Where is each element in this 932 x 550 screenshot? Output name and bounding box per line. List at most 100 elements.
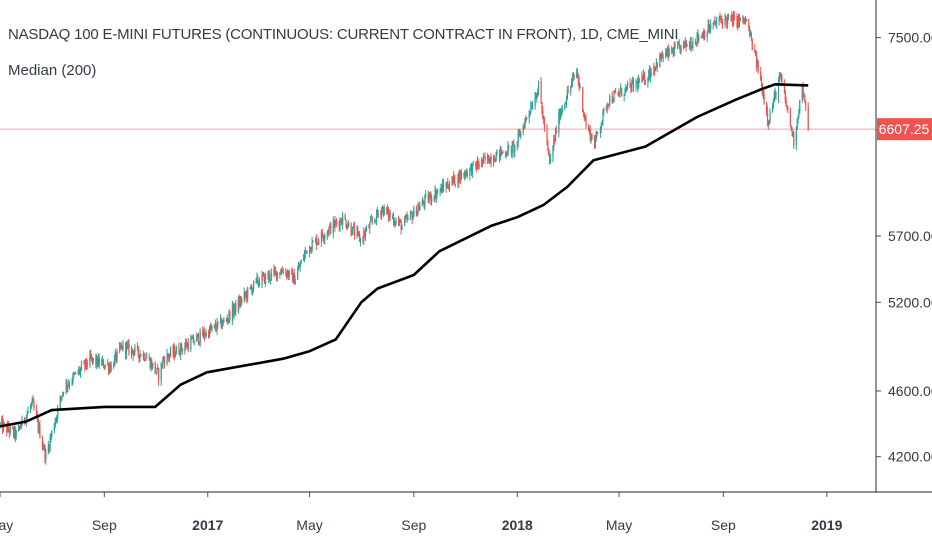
candle-body <box>104 364 106 368</box>
candle-body <box>554 139 556 141</box>
candle-body <box>594 139 597 148</box>
candle-body <box>424 195 426 206</box>
candle-body <box>362 238 364 241</box>
candle-body <box>50 436 52 438</box>
candle-body <box>276 272 279 279</box>
candle-body <box>709 29 711 31</box>
candle-body <box>714 20 716 24</box>
candle-body <box>720 18 722 20</box>
candle-body <box>787 107 789 110</box>
candle-body <box>749 33 752 36</box>
candle-body <box>83 361 85 364</box>
x-tick-label: 2018 <box>502 517 533 533</box>
candle-body <box>626 86 628 88</box>
candle-body <box>582 86 584 112</box>
candle-body <box>465 172 468 177</box>
candle-body <box>175 346 178 354</box>
candle-body <box>454 175 456 185</box>
candle-body <box>152 362 154 369</box>
candle-body <box>612 101 614 103</box>
candle-body <box>311 241 313 250</box>
x-tick-label: Sep <box>92 517 117 533</box>
candle-body <box>95 358 97 365</box>
candle-body <box>119 345 121 351</box>
candle-body <box>150 361 152 369</box>
candle-body <box>573 75 575 77</box>
candle-body <box>256 276 258 279</box>
candle-body <box>537 81 540 91</box>
candle-body <box>439 190 441 192</box>
candle-body <box>351 233 353 235</box>
candle-body <box>30 403 33 407</box>
candle-body <box>186 343 189 348</box>
candle-body <box>719 16 721 19</box>
candle-body <box>529 112 531 114</box>
candle-body <box>204 335 206 337</box>
candle-body <box>255 278 257 281</box>
candle-body <box>404 217 406 226</box>
candle-body <box>191 338 193 340</box>
candle-body <box>326 231 329 236</box>
candle-body <box>671 51 674 53</box>
candle-body <box>357 230 359 232</box>
candle-body <box>423 203 425 206</box>
candle-body <box>477 161 479 166</box>
candle-body <box>522 126 524 132</box>
candle-body <box>696 33 698 44</box>
candle-body <box>395 220 397 224</box>
candle-body <box>314 238 317 242</box>
candle-body <box>751 39 753 50</box>
candle-body <box>90 354 92 359</box>
candle-body <box>481 159 483 167</box>
candle-body <box>19 425 21 427</box>
candle-body <box>119 345 122 348</box>
candle-body <box>27 410 29 414</box>
candle-body <box>232 305 234 315</box>
y-tick-label: 7500.00 <box>888 30 932 46</box>
candle-body <box>716 21 718 24</box>
candle-body <box>222 320 224 325</box>
candle-body <box>472 162 474 164</box>
candle-body <box>162 359 164 367</box>
candle-body <box>732 15 734 26</box>
candle-body <box>510 146 513 154</box>
candle-body <box>683 41 686 45</box>
candle-body <box>743 16 745 21</box>
candle-body <box>320 231 323 242</box>
candle-body <box>476 164 478 169</box>
candle-body <box>683 41 685 45</box>
candle-body <box>791 128 793 136</box>
candle-body <box>336 221 338 224</box>
candle-body <box>281 270 284 272</box>
candle-body <box>214 324 217 329</box>
candle-body <box>68 384 70 386</box>
candle-body <box>108 365 111 372</box>
candle-body <box>772 101 775 107</box>
candle-body <box>59 396 61 408</box>
candle-body <box>526 117 528 119</box>
candle-body <box>520 131 522 137</box>
candle-body <box>97 357 100 366</box>
candle-body <box>166 353 168 364</box>
candle-body <box>793 132 795 146</box>
candle-body <box>653 67 655 75</box>
candle-body <box>130 348 133 354</box>
candle-body <box>55 418 57 422</box>
candle-body <box>502 151 504 153</box>
candle-body <box>615 92 617 94</box>
candle-body <box>168 356 170 358</box>
y-tick-label: 5700.00 <box>888 228 932 244</box>
candle-body <box>342 215 344 225</box>
candle-body <box>282 271 284 274</box>
candle-body <box>24 417 26 422</box>
candle-body <box>495 153 497 162</box>
candle-body <box>419 205 421 210</box>
candle-body <box>632 80 635 88</box>
candle-body <box>356 230 358 236</box>
candle-body <box>304 250 306 254</box>
candle-body <box>74 373 76 375</box>
candle-body <box>516 142 518 146</box>
candle-body <box>350 223 352 234</box>
candle-body <box>142 353 145 357</box>
candle-body <box>258 282 261 286</box>
